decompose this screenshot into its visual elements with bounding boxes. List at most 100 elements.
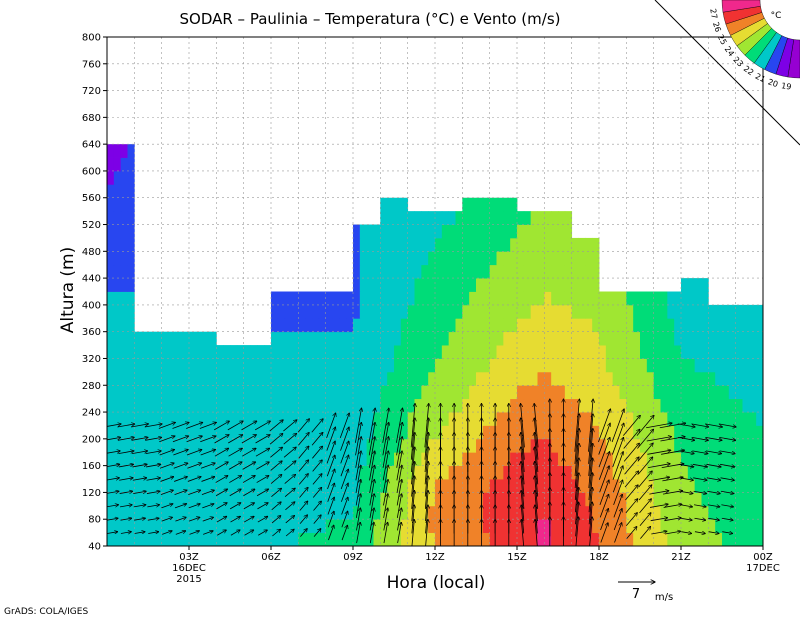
temperature-cell <box>141 452 149 467</box>
wind-vector <box>216 503 227 510</box>
wind-vector <box>214 435 229 444</box>
temperature-cell <box>585 385 593 400</box>
x-tick-label: 03Z <box>179 552 199 563</box>
temperature-cell <box>209 398 217 413</box>
wind-vector <box>636 415 654 436</box>
temperature-cell <box>722 465 730 480</box>
temperature-cell <box>496 251 504 266</box>
temperature-cell <box>202 532 210 546</box>
temperature-cell <box>209 385 217 400</box>
temperature-cell <box>120 492 128 507</box>
temperature-cell <box>189 331 197 346</box>
wind-vector <box>383 479 389 506</box>
temperature-cell <box>161 371 169 386</box>
temperature-cell <box>482 505 491 520</box>
temperature-cell <box>236 425 245 440</box>
temperature-cell <box>715 371 723 386</box>
x-tick-label: 12Z <box>425 552 445 563</box>
wind-vector <box>229 503 241 510</box>
temperature-cell <box>230 465 238 480</box>
temperature-cell <box>414 465 422 480</box>
temperature-cell <box>161 385 169 400</box>
temperature-cell <box>558 264 566 279</box>
temperature-cell <box>681 358 689 373</box>
temperature-cell <box>175 425 183 440</box>
temperature-cell <box>646 304 655 319</box>
temperature-cell <box>161 519 169 534</box>
wind-vector <box>410 418 415 460</box>
temperature-cell <box>660 505 668 520</box>
temperature-cell <box>646 291 655 306</box>
temperature-cell <box>674 505 682 520</box>
temperature-cell <box>517 438 525 453</box>
temperature-cell <box>551 532 559 546</box>
wind-vector <box>107 532 117 534</box>
temperature-cell <box>127 304 135 319</box>
temperature-cell <box>127 184 135 199</box>
temperature-cell <box>510 304 518 319</box>
wind-vector <box>270 474 282 484</box>
temperature-cell <box>175 371 183 386</box>
temperature-cell <box>701 465 709 480</box>
temperature-cell <box>503 211 511 225</box>
temperature-cell <box>715 425 723 440</box>
wind-vector <box>341 483 348 502</box>
wind-vector <box>720 490 734 493</box>
temperature-cell <box>257 398 265 413</box>
wind-vector <box>574 458 579 501</box>
temperature-cell <box>243 505 251 520</box>
temperature-cell <box>578 519 586 534</box>
temperature-cell <box>373 278 381 292</box>
wind-vector <box>368 422 375 456</box>
temperature-cell <box>182 358 190 373</box>
temperature-cell <box>305 318 313 333</box>
temperature-cell <box>469 251 477 266</box>
temperature-cell <box>414 425 422 440</box>
temperature-cell <box>414 371 422 386</box>
temperature-cell <box>544 291 552 306</box>
temperature-cell <box>380 385 388 400</box>
temperature-cell <box>127 264 135 279</box>
temperature-cell <box>428 291 436 306</box>
temperature-cell <box>318 358 327 373</box>
temperature-cell <box>612 465 620 480</box>
temperature-cell <box>113 465 122 480</box>
temperature-cell <box>414 304 422 319</box>
wind-vector <box>355 465 361 493</box>
temperature-cell <box>482 479 491 493</box>
temperature-cell <box>482 224 491 239</box>
temperature-cell <box>271 345 279 359</box>
wind-vector <box>230 516 241 523</box>
temperature-cell <box>243 452 251 467</box>
temperature-cell <box>366 385 374 400</box>
wind-vector <box>341 525 347 541</box>
temperature-cell <box>687 532 696 546</box>
wind-vector <box>396 437 403 468</box>
temperature-cell <box>312 331 320 346</box>
wind-vector <box>679 477 694 480</box>
temperature-cell <box>305 331 313 346</box>
temperature-cell <box>428 385 436 400</box>
temperature-cell <box>742 412 750 426</box>
temperature-cell <box>517 318 525 333</box>
temperature-cell <box>305 492 313 507</box>
temperature-cell <box>400 465 409 480</box>
temperature-cell <box>264 398 272 413</box>
temperature-cell <box>612 452 620 467</box>
temperature-cell <box>107 479 115 493</box>
temperature-cell <box>380 412 388 426</box>
temperature-cell <box>681 278 689 292</box>
temperature-cell <box>353 331 361 346</box>
wind-vector <box>598 437 610 468</box>
temperature-cell <box>455 264 463 279</box>
temperature-cell <box>305 479 313 493</box>
temperature-cell <box>742 505 750 520</box>
wind-vector <box>692 450 708 454</box>
wind-vector <box>326 427 336 451</box>
temperature-cell <box>469 465 477 480</box>
temperature-cell <box>592 532 600 546</box>
temperature-cell <box>236 479 245 493</box>
wind-vector <box>285 502 294 511</box>
temperature-cell <box>728 465 737 480</box>
temperature-cell <box>346 371 354 386</box>
